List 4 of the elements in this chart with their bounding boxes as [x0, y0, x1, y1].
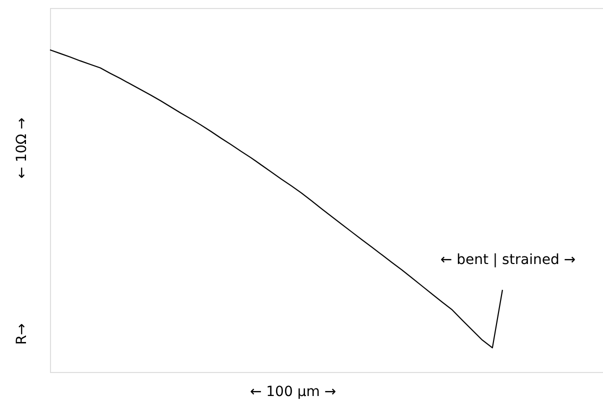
text: R→: [14, 323, 30, 345]
text: ← 100 μm →: [250, 384, 336, 400]
text: ← 10Ω →: [14, 117, 30, 178]
annotation: ← bent | strained →: [440, 252, 576, 268]
